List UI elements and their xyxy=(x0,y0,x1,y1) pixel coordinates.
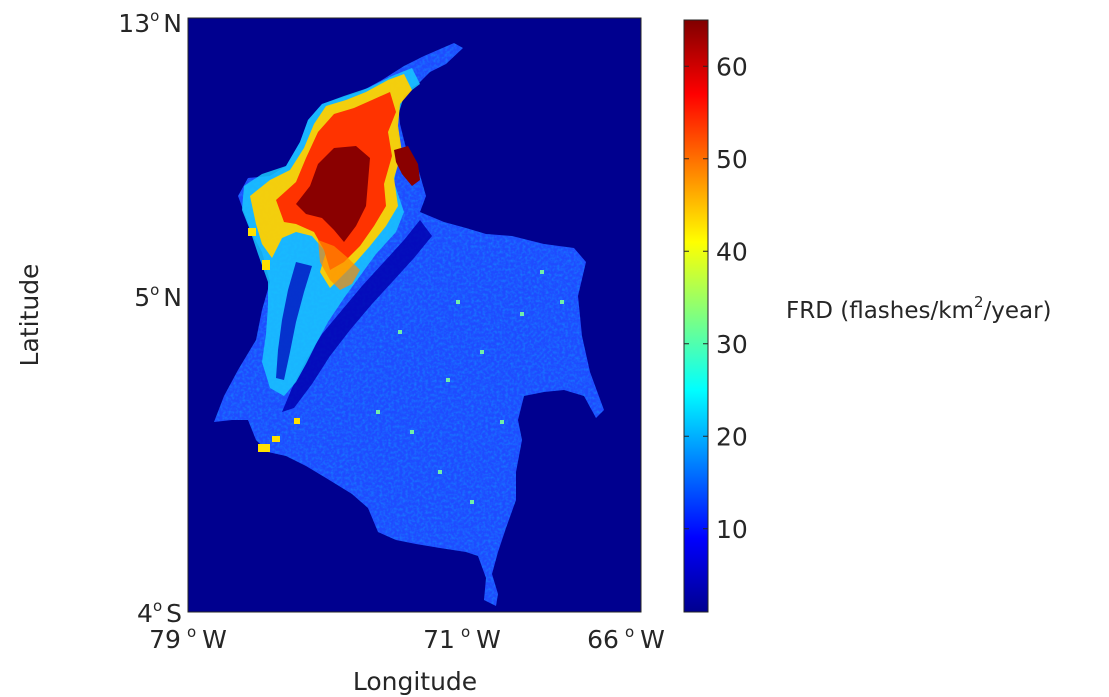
colorbar-tick-label: 40 xyxy=(716,237,748,266)
cauca-low-ribbon xyxy=(276,262,312,380)
colorbar-tick-label: 10 xyxy=(716,515,748,544)
colorbar: 10 20 30 40 50 60 xyxy=(683,19,748,613)
y-tick-4s: 4o S xyxy=(137,597,182,628)
core-max-zone xyxy=(296,146,370,242)
y-axis-title: Latitude xyxy=(15,264,44,367)
orange-flash-zone xyxy=(318,240,360,290)
map-frame xyxy=(187,17,642,613)
x-tick-79w: 79 o W xyxy=(149,623,227,654)
map-plot-area xyxy=(187,17,642,613)
catatumbo-max-zone xyxy=(394,146,420,186)
colorbar-ticks: 10 20 30 40 50 60 xyxy=(684,52,748,544)
y-axis-ticks: 13o N 5o N 4o S xyxy=(118,7,182,628)
map-field xyxy=(214,43,604,606)
x-tick-66w: 66 o W xyxy=(587,623,665,654)
colorbar-gradient xyxy=(683,19,709,613)
x-axis-ticks: 79 o W 71 o W 66 o W xyxy=(149,623,665,654)
x-tick-71w: 71 o W xyxy=(423,623,501,654)
coast-hotspots xyxy=(248,228,300,452)
colorbar-tick-label: 60 xyxy=(716,52,748,81)
plains-hotspots xyxy=(376,270,564,504)
colorbar-tick-label: 50 xyxy=(716,145,748,174)
colorbar-tick-label: 30 xyxy=(716,330,748,359)
y-tick-5n: 5o N xyxy=(134,281,182,312)
colorbar-tick-label: 20 xyxy=(716,422,748,451)
colorbar-title: FRD (flashes/km2/year) xyxy=(786,293,1052,324)
magdalena-low-strip xyxy=(282,220,432,412)
x-axis-title: Longitude xyxy=(353,667,477,696)
y-tick-13n: 13o N xyxy=(118,7,182,38)
